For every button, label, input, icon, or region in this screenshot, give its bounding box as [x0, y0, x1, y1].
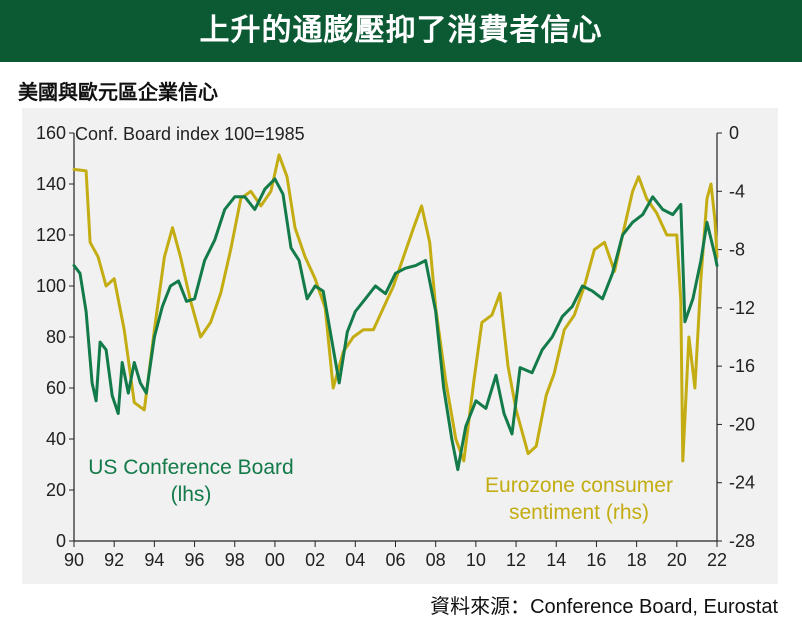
us-series-label: (lhs) [171, 483, 212, 506]
series-lines [72, 153, 719, 472]
x-tick-label: 20 [667, 550, 687, 570]
line-chart: Conf. Board index 100=1985 0204060801001… [36, 123, 755, 570]
x-tick-label: 04 [345, 550, 365, 570]
left-tick-label: 60 [46, 378, 66, 398]
x-tick-label: 14 [546, 550, 566, 570]
x-tick-label: 06 [385, 550, 405, 570]
right-tick-label: 0 [729, 123, 739, 143]
left-tick-label: 40 [46, 429, 66, 449]
page-title-banner: 上升的通膨壓抑了消費者信心 [0, 0, 802, 62]
left-tick-label: 100 [36, 276, 66, 296]
left-axis-label: Conf. Board index 100=1985 [75, 124, 305, 144]
chart-subtitle: 美國與歐元區企業信心 [18, 80, 218, 104]
left-tick-label: 160 [36, 123, 66, 143]
right-tick-label: -28 [729, 531, 755, 551]
eurozone-series-label: Eurozone consumer [485, 474, 673, 497]
x-tick-label: 16 [586, 550, 606, 570]
x-tick-label: 10 [466, 550, 486, 570]
x-tick-label: 02 [305, 550, 325, 570]
page-title: 上升的通膨壓抑了消費者信心 [199, 13, 603, 48]
x-tick-label: 00 [265, 550, 285, 570]
x-tick-label: 08 [426, 550, 446, 570]
eurozone-series-label: sentiment (rhs) [509, 501, 649, 524]
left-tick-label: 20 [46, 480, 66, 500]
us-conference-board-line [72, 177, 719, 472]
right-tick-label: -12 [729, 298, 755, 318]
right-tick-label: -8 [729, 240, 745, 260]
x-tick-label: 90 [64, 550, 84, 570]
x-tick-label: 96 [185, 550, 205, 570]
right-tick-label: -24 [729, 473, 755, 493]
axes [69, 132, 722, 547]
eurozone-sentiment-line [72, 153, 719, 463]
source-note: 資料來源：Conference Board, Eurostat [430, 596, 778, 618]
right-tick-label: -16 [729, 356, 755, 376]
x-tick-label: 92 [104, 550, 124, 570]
chart-panel: Conf. Board index 100=1985 0 20 40 60 80 100 1… [22, 108, 778, 584]
us-series-label: US Conference Board [88, 456, 293, 479]
x-tick-label: 22 [707, 550, 727, 570]
right-tick-label: -4 [729, 181, 745, 201]
x-tick-label: 18 [627, 550, 647, 570]
left-tick-label: 80 [46, 327, 66, 347]
x-tick-label: 98 [225, 550, 245, 570]
left-tick-label: 140 [36, 174, 66, 194]
x-tick-label: 94 [144, 550, 164, 570]
x-tick-label: 12 [506, 550, 526, 570]
right-tick-label: -20 [729, 414, 755, 434]
left-tick-label: 0 [56, 531, 66, 551]
left-tick-label: 120 [36, 225, 66, 245]
series-labels: US Conference Board (lhs) Eurozone consume… [88, 456, 673, 524]
